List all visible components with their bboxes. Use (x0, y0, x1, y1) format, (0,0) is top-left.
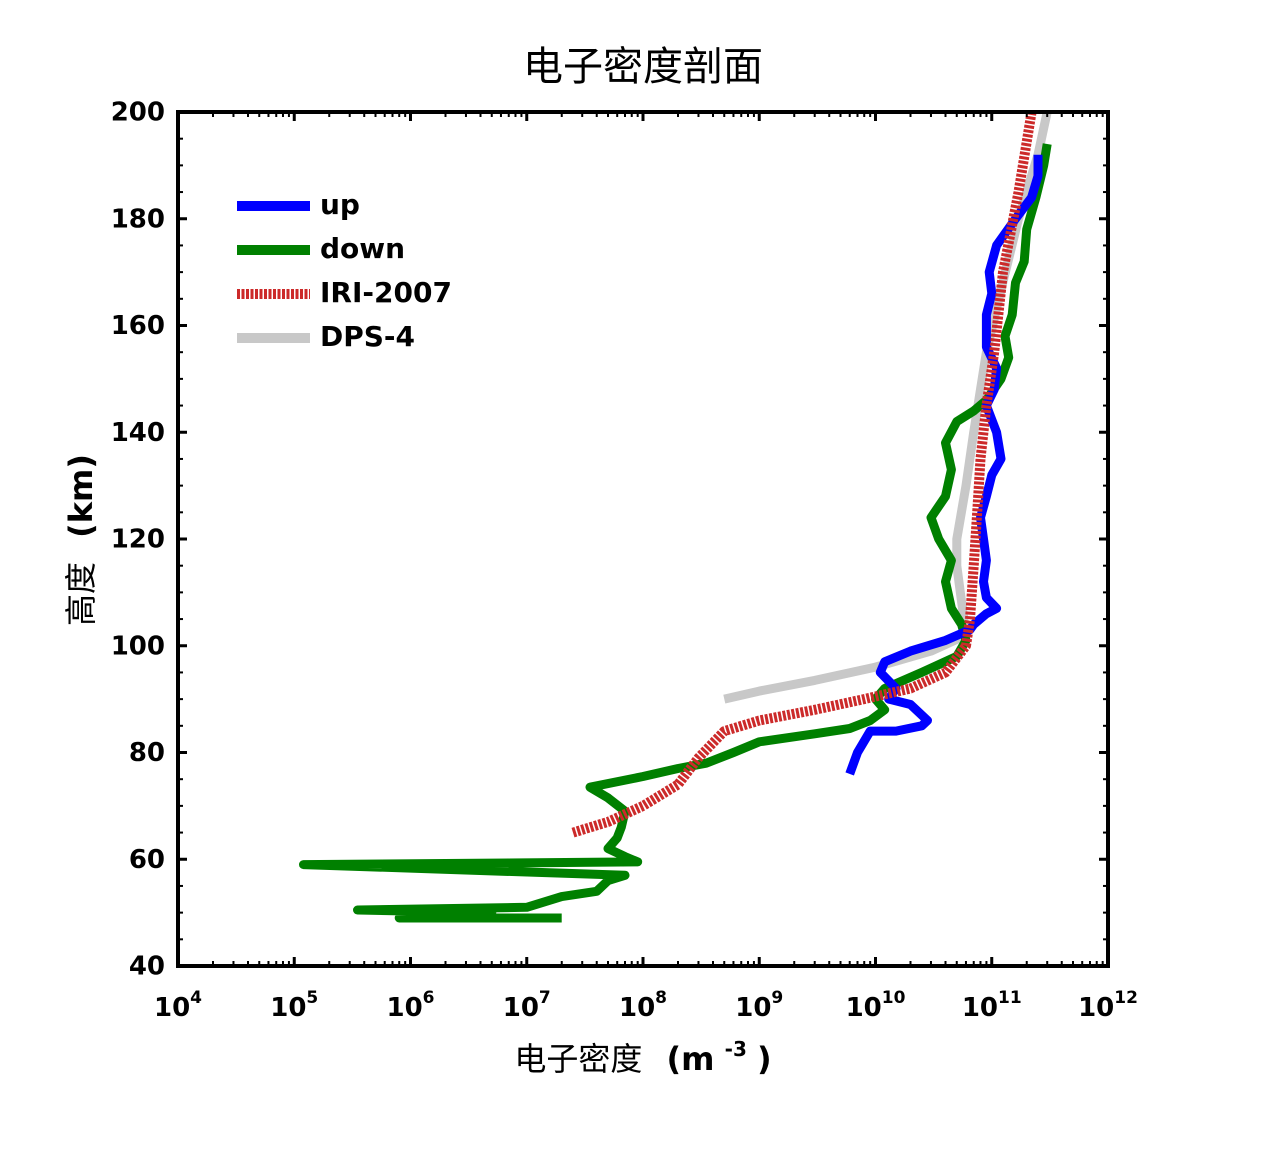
legend-label-dps-4: DPS-4 (320, 320, 415, 353)
series-line-iri-2007 (571, 112, 1037, 838)
plot-frame (176, 110, 1110, 968)
x-tick-base: 10 (1078, 993, 1114, 1023)
x-tick-exponent: 7 (539, 988, 551, 1008)
y-axis-label: 高度 (km) (62, 454, 100, 626)
y-tick-label: 60 (129, 845, 165, 875)
x-tick-base: 10 (619, 993, 655, 1023)
y-tick-label: 180 (111, 204, 165, 234)
x-tick-label: 108 (619, 988, 667, 1023)
series-layer (299, 112, 1052, 923)
y-axis-label-text: 高度 (62, 562, 100, 626)
x-tick-base: 10 (962, 993, 998, 1023)
x-tick-base: 10 (386, 993, 422, 1023)
x-tick-exponent: 4 (190, 988, 202, 1008)
x-tick-base: 10 (154, 993, 190, 1023)
y-tick-label: 80 (129, 738, 165, 768)
legend-label-down: down (320, 232, 405, 265)
y-tick-label: 100 (111, 631, 165, 661)
x-tick-base: 10 (735, 993, 771, 1023)
x-tick-base: 10 (270, 993, 306, 1023)
legend-label-iri-2007: IRI-2007 (320, 276, 452, 309)
series-line-dps-4 (723, 112, 1052, 704)
x-tick-exponent: 10 (882, 988, 906, 1008)
x-tick-label: 104 (154, 988, 202, 1023)
x-tick-label: 107 (503, 988, 551, 1023)
x-tick-exponent: 5 (306, 988, 318, 1008)
x-tick-label: 1012 (1078, 988, 1138, 1023)
x-tick-base: 10 (846, 993, 882, 1023)
x-axis-label-text: 电子密度 (514, 1040, 642, 1078)
x-tick-base: 10 (503, 993, 539, 1023)
x-tick-label: 1011 (962, 988, 1022, 1023)
y-tick-label: 140 (111, 418, 165, 448)
x-tick-exponent: 9 (771, 988, 783, 1008)
series-line-up (845, 154, 1043, 776)
legend-label-up: up (320, 188, 360, 221)
x-tick-label: 105 (270, 988, 318, 1023)
y-tick-label: 160 (111, 311, 165, 341)
chart-title: 电子密度剖面 (523, 44, 763, 90)
x-tick-exponent: 11 (998, 988, 1022, 1008)
x-axis-unit-open: (m (667, 1040, 715, 1078)
x-tick-label: 1010 (846, 988, 906, 1023)
y-axis-unit: (km) (62, 454, 100, 538)
series-line-down (299, 143, 1052, 923)
y-tick-label: 40 (129, 952, 165, 982)
y-tick-label: 200 (111, 98, 165, 128)
legend: up down IRI-2007 DPS-4 (237, 188, 452, 353)
x-tick-exponent: 6 (423, 988, 435, 1008)
x-axis-unit-sup: -3 (725, 1037, 747, 1061)
x-tick-exponent: 8 (655, 988, 667, 1008)
y-tick-label: 120 (111, 525, 165, 555)
x-tick-label: 106 (386, 988, 434, 1023)
x-tick-label: 109 (735, 988, 783, 1023)
x-axis-label: 电子密度 (m -3 ) (514, 1026, 771, 1078)
x-tick-exponent: 12 (1114, 988, 1138, 1008)
x-axis-unit-close: ) (757, 1040, 772, 1078)
